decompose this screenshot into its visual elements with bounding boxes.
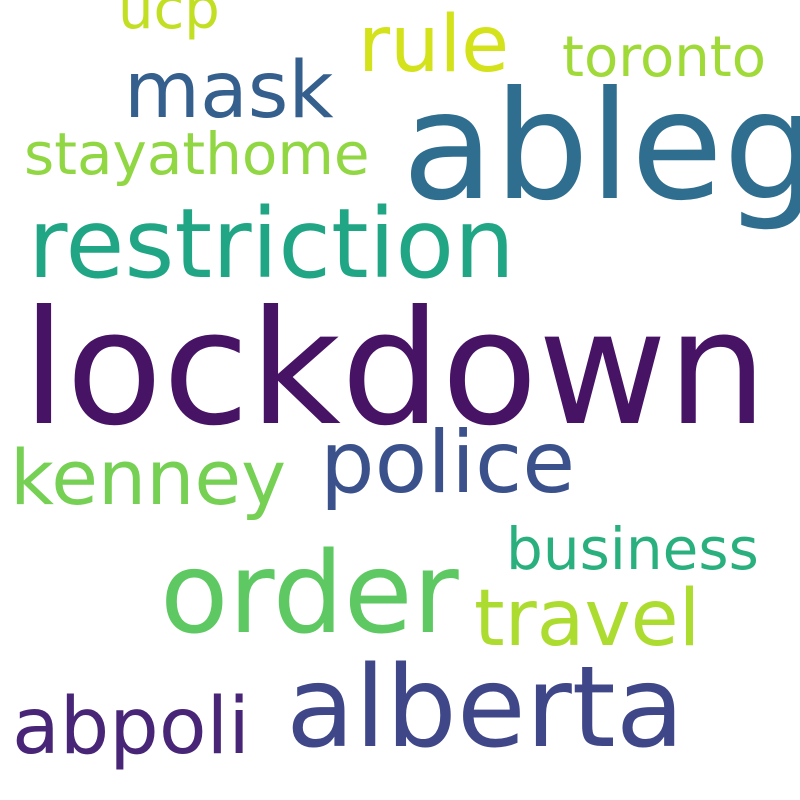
word-ucp: ucp — [118, 0, 220, 42]
word-order: order — [160, 529, 459, 659]
word-stayathome: stayathome — [24, 120, 370, 188]
word-police: police — [320, 413, 576, 513]
word-toronto: toronto — [562, 25, 766, 90]
word-restriction: restriction — [28, 188, 515, 300]
word-rule: rule — [358, 0, 510, 90]
word-business: business — [506, 515, 759, 583]
word-travel: travel — [474, 574, 701, 664]
word-mask: mask — [124, 46, 334, 136]
word-alberta: alberta — [286, 643, 685, 773]
word-abpoli: abpoli — [12, 682, 250, 772]
word-lockdown: lockdown — [22, 277, 768, 461]
word-kenney: kenney — [10, 433, 287, 522]
word-ableg: ableg — [402, 60, 800, 234]
